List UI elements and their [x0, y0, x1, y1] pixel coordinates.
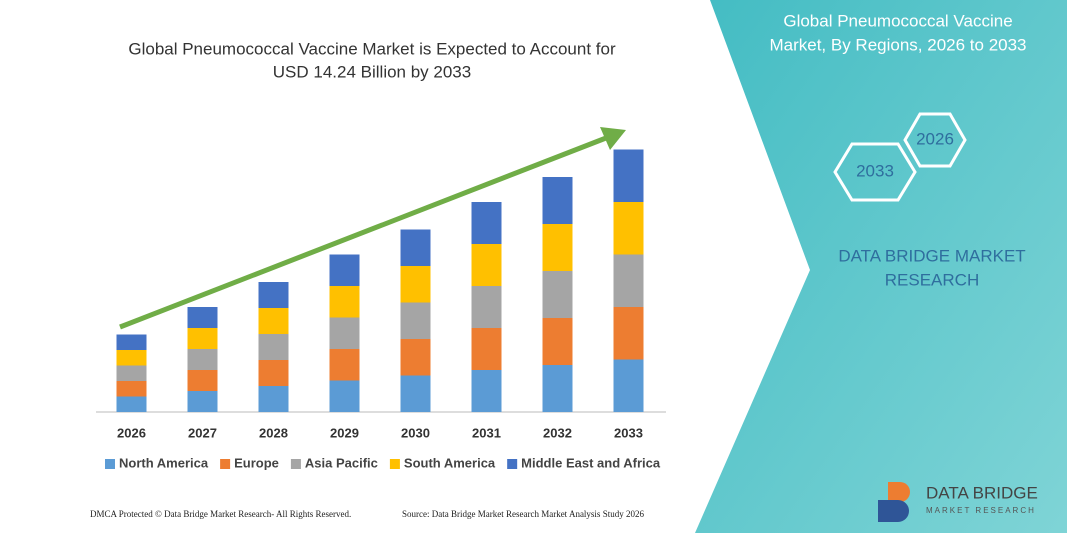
panel-brand: RESEARCH: [885, 270, 979, 289]
bar-segment: [471, 202, 502, 244]
bar-segment: [258, 282, 289, 308]
bar-segment: [613, 307, 644, 360]
bar-segment: [329, 286, 360, 318]
x-tick-label: 2031: [472, 425, 501, 440]
bar-segment: [116, 334, 147, 350]
bar-segment: [258, 308, 289, 334]
bar-segment: [116, 381, 147, 397]
logo-name: DATA BRIDGE: [926, 483, 1038, 502]
bar-segment: [471, 244, 502, 286]
bar-segment: [187, 307, 218, 328]
bar-segment: [542, 365, 573, 412]
bar-segment: [542, 271, 573, 318]
bar-segment: [116, 350, 147, 366]
bar-segment: [471, 328, 502, 370]
bar-segment: [187, 349, 218, 370]
side-panel: [695, 0, 1067, 533]
bar-segment: [542, 224, 573, 271]
bar-segment: [187, 391, 218, 412]
legend-label: Europe: [234, 455, 279, 470]
bar-segment: [116, 396, 147, 412]
arrow-head: [600, 127, 626, 150]
legend-label: South America: [404, 455, 496, 470]
bar-segment: [329, 254, 360, 286]
bar-segment: [542, 177, 573, 224]
bar-segment: [613, 202, 644, 255]
x-tick-label: 2028: [259, 425, 288, 440]
footer-right: Source: Data Bridge Market Research Mark…: [402, 509, 644, 519]
x-tick-label: 2032: [543, 425, 572, 440]
panel-title: Global Pneumococcal Vaccine: [783, 11, 1012, 30]
bar-segment: [258, 334, 289, 360]
bar-segment: [471, 370, 502, 412]
legend-swatch: [105, 459, 115, 469]
legend-swatch: [389, 459, 400, 469]
panel-title: Market, By Regions, 2026 to 2033: [769, 35, 1026, 54]
bar-segment: [400, 375, 431, 412]
trend-arrow: [119, 135, 607, 330]
bar-segment: [400, 266, 431, 303]
legend-label: North America: [119, 455, 209, 470]
hexagon: [833, 142, 917, 202]
bar-segment: [613, 254, 644, 307]
bar-segment: [258, 360, 289, 386]
logo-tagline: MARKET RESEARCH: [926, 506, 1036, 515]
bar-segment: [542, 318, 573, 365]
x-tick-label: 2029: [330, 425, 359, 440]
x-tick-label: 2030: [401, 425, 430, 440]
legend-label: Asia Pacific: [305, 455, 378, 470]
panel-brand: DATA BRIDGE MARKET: [838, 246, 1025, 265]
bar-segment: [258, 386, 289, 412]
bar-segment: [116, 365, 147, 381]
bar-segment: [613, 359, 644, 412]
legend-swatch: [290, 459, 301, 469]
hex-label: 2026: [916, 129, 954, 148]
footer-left: DMCA Protected © Data Bridge Market Rese…: [90, 509, 351, 519]
bar-segment: [400, 302, 431, 339]
logo-mark: [878, 500, 909, 522]
x-tick-label: 2027: [188, 425, 217, 440]
bar-segment: [187, 370, 218, 391]
legend-swatch: [220, 459, 231, 469]
hexagon: [903, 112, 967, 168]
bar-segment: [187, 328, 218, 349]
chart-title: Global Pneumococcal Vaccine Market is Ex…: [128, 39, 616, 58]
bar-segment: [613, 149, 644, 202]
bar-segment: [329, 349, 360, 381]
bar-segment: [471, 286, 502, 328]
logo-mark: [888, 482, 910, 502]
bar-segment: [329, 317, 360, 349]
bar-segment: [400, 229, 431, 266]
legend-swatch: [507, 459, 518, 469]
legend-label: Middle East and Africa: [521, 455, 661, 470]
x-tick-label: 2033: [614, 425, 643, 440]
chart-title: USD 14.24 Billion by 2033: [273, 62, 471, 81]
bar-segment: [400, 339, 431, 376]
x-tick-label: 2026: [117, 425, 146, 440]
bar-segment: [329, 380, 360, 412]
hex-label: 2033: [856, 161, 894, 180]
